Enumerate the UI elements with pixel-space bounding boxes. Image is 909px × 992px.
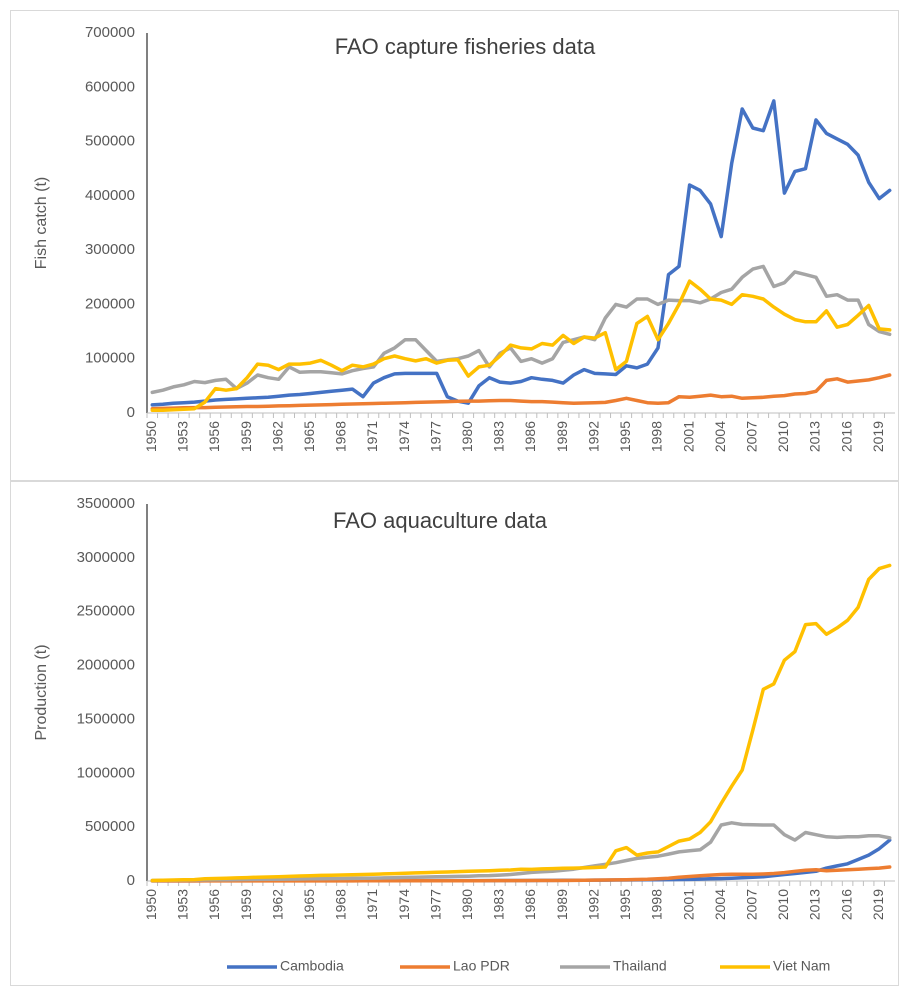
y-tick-label: 3500000 (77, 495, 135, 512)
legend-label: Lao PDR (453, 958, 510, 974)
y-tick-label: 2000000 (77, 657, 135, 674)
x-tick-label: 1962 (269, 889, 285, 920)
x-tick-label: 1989 (554, 889, 570, 920)
series-line (150, 563, 892, 883)
y-tick-label: 600000 (85, 78, 135, 95)
x-tick-label: 1980 (459, 421, 475, 452)
x-tick-label: 1983 (491, 421, 507, 452)
x-tick-label: 2013 (807, 889, 823, 920)
x-tick-label: 1995 (617, 889, 633, 920)
x-tick-label: 1956 (206, 421, 222, 452)
y-tick-label: 2500000 (77, 603, 135, 620)
x-tick-label: 1965 (301, 889, 317, 920)
x-tick-label: 1971 (364, 889, 380, 920)
chart-title: FAO capture fisheries data (335, 34, 596, 59)
x-tick-label: 1977 (427, 889, 443, 920)
x-tick-label: 2010 (775, 889, 791, 920)
x-tick-label: 2019 (870, 421, 886, 452)
x-tick-label: 2010 (775, 421, 791, 452)
x-tick-label: 1998 (649, 889, 665, 920)
x-tick-label: 1965 (301, 421, 317, 452)
x-tick-label: 1989 (554, 421, 570, 452)
y-tick-label: 0 (127, 872, 135, 889)
legend-label: Cambodia (280, 958, 344, 974)
x-tick-label: 1953 (175, 421, 191, 452)
x-tick-label: 1986 (522, 889, 538, 920)
x-tick-label: 2013 (807, 421, 823, 452)
x-tick-label: 1950 (143, 889, 159, 920)
y-tick-label: 200000 (85, 295, 135, 312)
y-tick-label: 400000 (85, 187, 135, 204)
x-tick-label: 1974 (396, 421, 412, 452)
y-tick-label: 3000000 (77, 549, 135, 566)
x-tick-label: 2007 (743, 421, 759, 452)
series-line (150, 264, 892, 395)
y-axis-label: Fish catch (t) (33, 177, 50, 269)
series-line (150, 279, 892, 413)
x-tick-label: 2016 (838, 889, 854, 920)
x-tick-label: 1986 (522, 421, 538, 452)
x-tick-label: 2001 (680, 889, 696, 920)
chart-title: FAO aquaculture data (333, 508, 548, 533)
x-tick-label: 1977 (427, 421, 443, 452)
y-tick-label: 500000 (85, 133, 135, 150)
y-tick-label: 0 (127, 404, 135, 421)
x-tick-label: 2004 (712, 889, 728, 920)
x-tick-label: 1983 (491, 889, 507, 920)
y-tick-label: 1500000 (77, 710, 135, 727)
y-axis-label: Production (t) (33, 644, 50, 740)
x-tick-label: 1971 (364, 421, 380, 452)
x-tick-label: 1992 (585, 421, 601, 452)
y-tick-label: 100000 (85, 350, 135, 367)
panel-border (10, 10, 899, 481)
x-tick-label: 1968 (333, 889, 349, 920)
x-tick-label: 1998 (649, 421, 665, 452)
y-tick-label: 700000 (85, 24, 135, 41)
legend-label: Viet Nam (773, 958, 830, 974)
x-tick-label: 1953 (175, 889, 191, 920)
x-tick-label: 2019 (870, 889, 886, 920)
x-tick-label: 1980 (459, 889, 475, 920)
legend-label: Thailand (613, 958, 667, 974)
series-line (150, 373, 892, 411)
x-tick-label: 1962 (269, 421, 285, 452)
y-tick-label: 300000 (85, 241, 135, 258)
x-tick-label: 1992 (585, 889, 601, 920)
x-tick-label: 1956 (206, 889, 222, 920)
x-tick-label: 1959 (238, 889, 254, 920)
series-line (150, 99, 892, 407)
x-tick-label: 1995 (617, 421, 633, 452)
series-line (150, 821, 892, 883)
x-tick-label: 2001 (680, 421, 696, 452)
x-tick-label: 1968 (333, 421, 349, 452)
x-tick-label: 2004 (712, 421, 728, 452)
panel-border (10, 481, 899, 986)
y-tick-label: 500000 (85, 818, 135, 835)
x-tick-label: 2016 (838, 421, 854, 452)
y-tick-label: 1000000 (77, 764, 135, 781)
x-tick-label: 1959 (238, 421, 254, 452)
x-tick-label: 1950 (143, 421, 159, 452)
x-tick-label: 2007 (743, 889, 759, 920)
x-tick-label: 1974 (396, 889, 412, 920)
